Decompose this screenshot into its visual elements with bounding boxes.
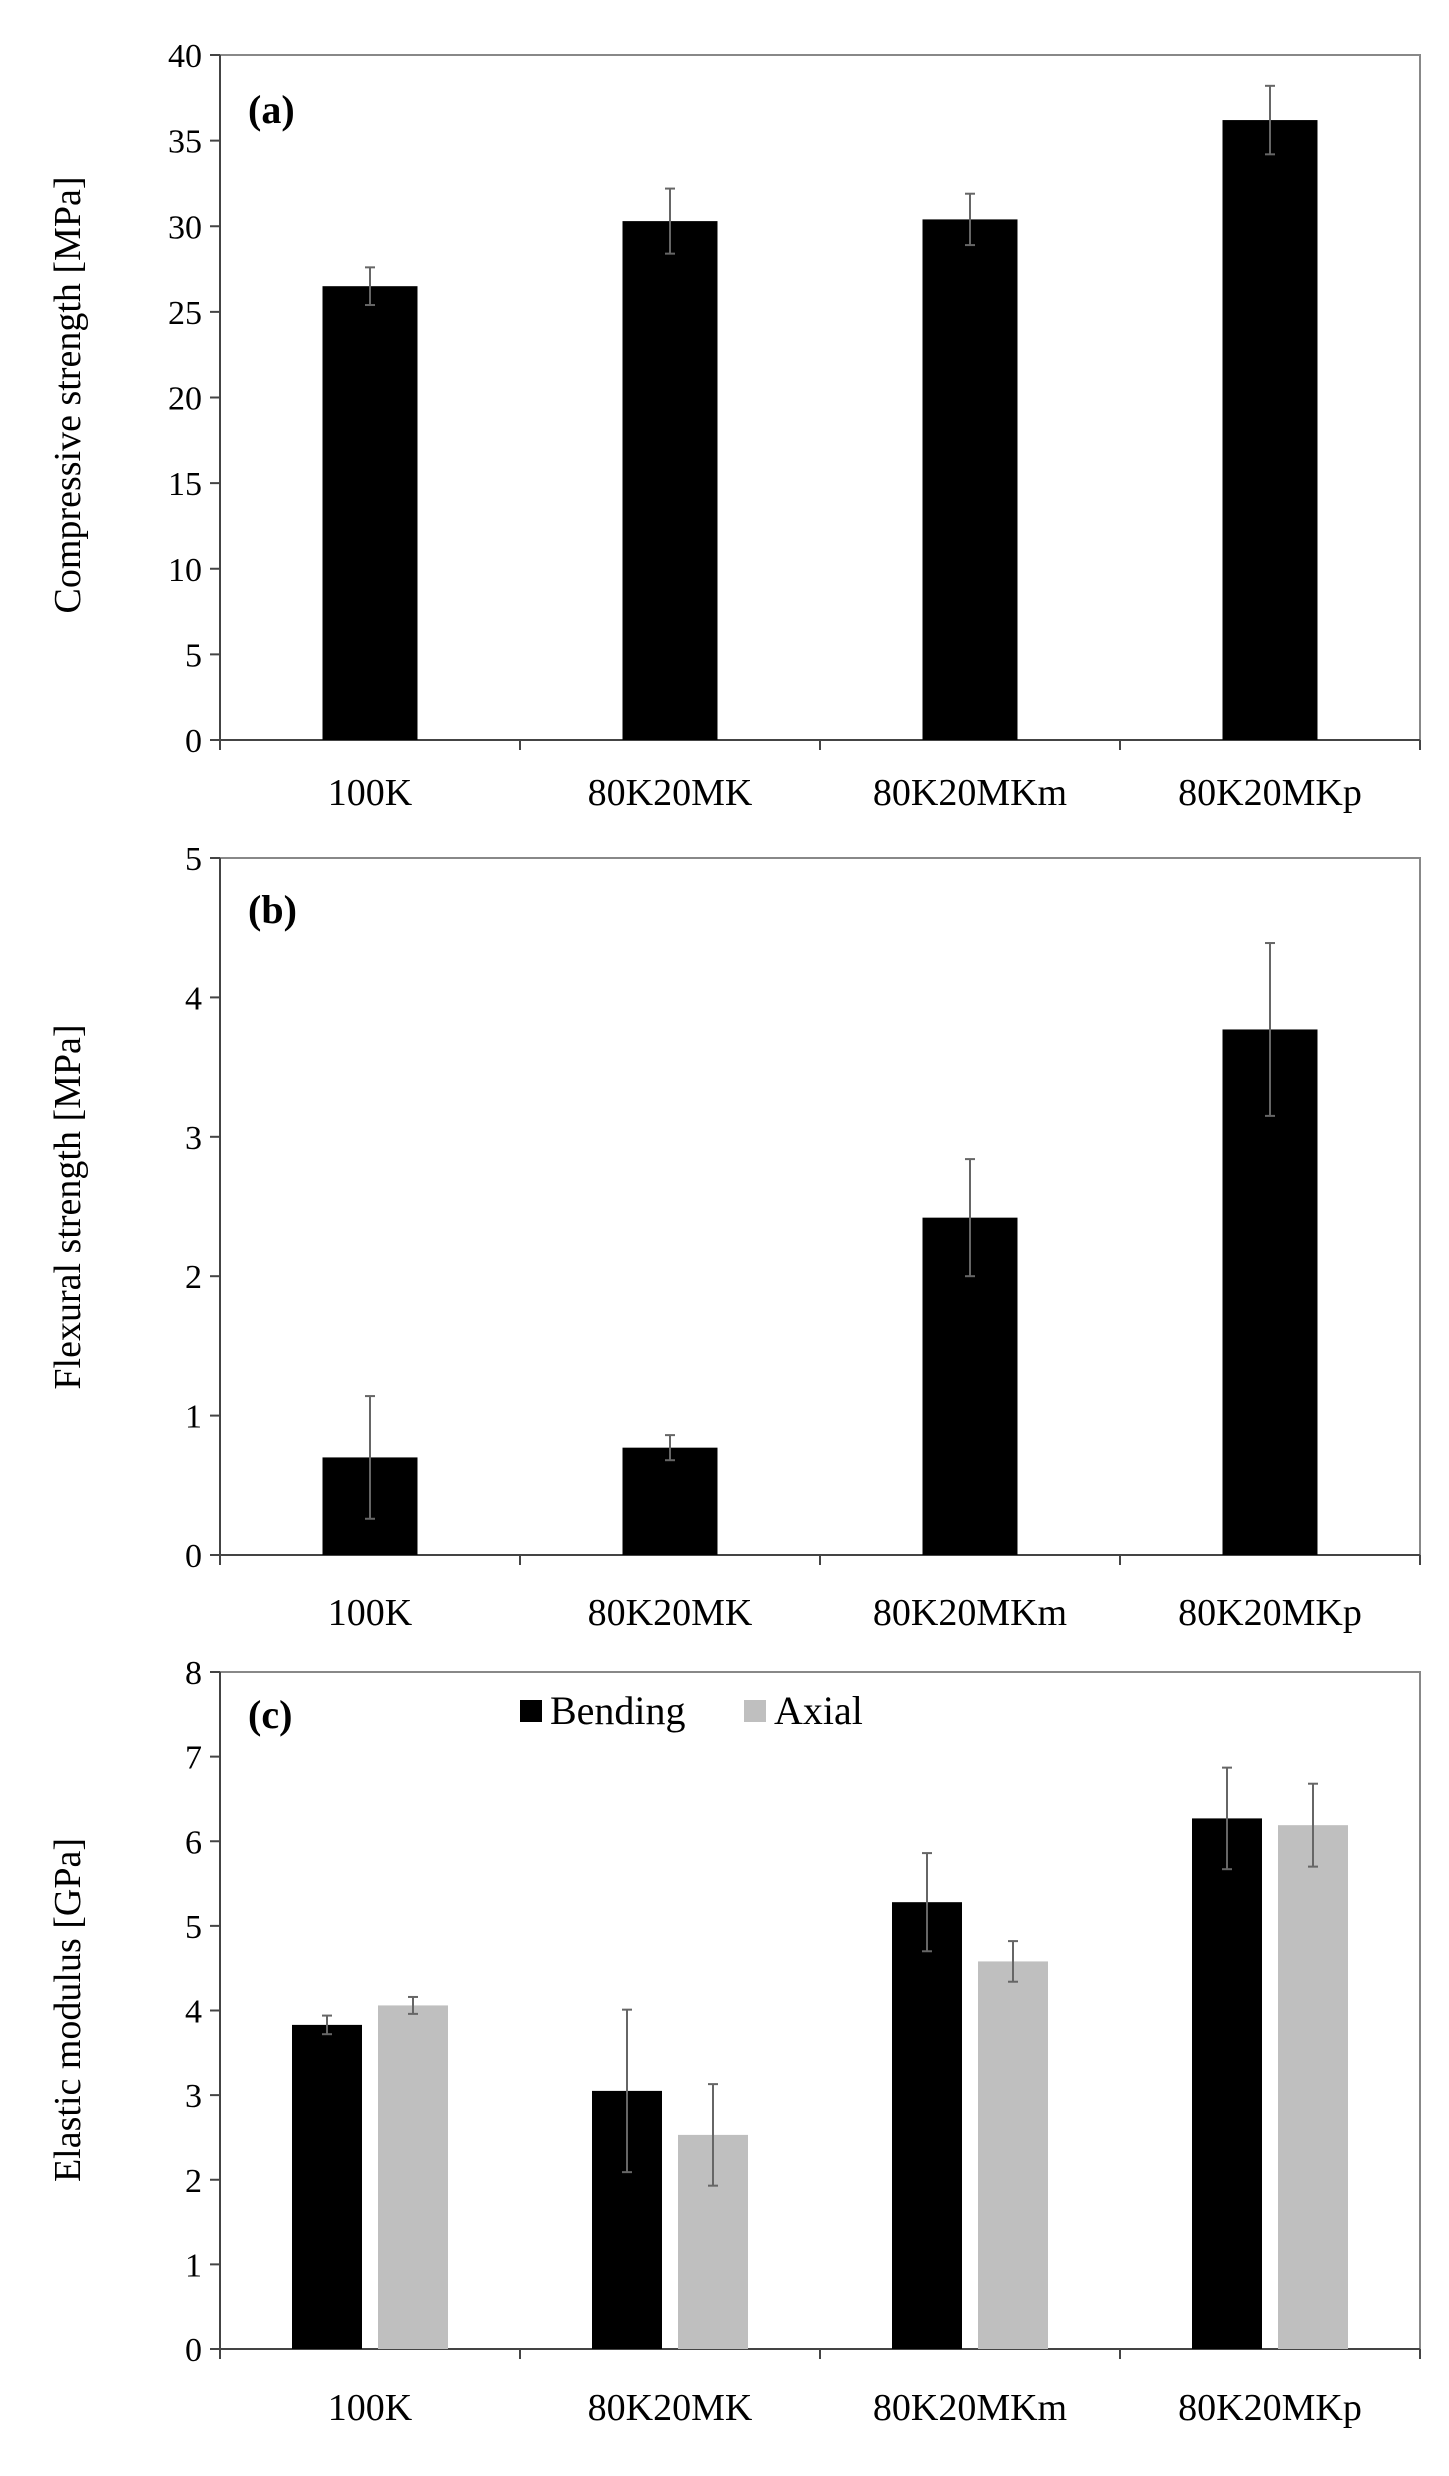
- y-axis-title: Elastic modulus [GPa]: [47, 1838, 89, 2182]
- y-tick-label: 25: [168, 295, 202, 332]
- x-category-label: 80K20MK: [588, 2387, 753, 2429]
- bar-axial-100k: [378, 2005, 448, 2349]
- bar-80k20mk: [622, 1447, 718, 1555]
- panel-label: (a): [248, 87, 295, 132]
- panel-label: (c): [248, 1692, 292, 1737]
- y-tick-label: 40: [168, 38, 202, 75]
- y-tick-label: 7: [185, 1740, 202, 1777]
- y-tick-label: 5: [185, 841, 202, 878]
- y-tick-label: 35: [168, 124, 202, 161]
- x-category-label: 80K20MK: [588, 772, 753, 814]
- bar-bending-80k20mkm: [892, 1902, 962, 2349]
- y-tick-label: 0: [185, 723, 202, 760]
- y-tick-label: 8: [185, 1655, 202, 1692]
- legend-swatch-bending: [520, 1700, 542, 1722]
- y-tick-label: 10: [168, 552, 202, 589]
- y-tick-label: 20: [168, 381, 202, 418]
- y-tick-label: 0: [185, 2332, 202, 2369]
- legend-swatch-axial: [744, 1700, 766, 1722]
- y-axis-title: Compressive strength [MPa]: [47, 177, 89, 614]
- y-tick-label: 5: [185, 1909, 202, 1946]
- y-tick-label: 4: [185, 980, 202, 1017]
- bar-80k20mkm: [922, 219, 1018, 740]
- y-axis-title: Flexural strength [MPa]: [47, 1024, 89, 1389]
- x-category-label: 80K20MKm: [873, 2387, 1067, 2429]
- y-tick-label: 4: [185, 1994, 202, 2031]
- legend: Bending Axial: [520, 1688, 863, 1733]
- bar-80k20mkp: [1222, 1029, 1318, 1555]
- y-tick-label: 2: [185, 1259, 202, 1296]
- bar-bending-80k20mkp: [1192, 1818, 1262, 2349]
- y-tick-label: 2: [185, 2163, 202, 2200]
- x-category-label: 100K: [328, 2387, 413, 2429]
- bar-80k20mk: [622, 221, 718, 741]
- chart-panel-c: 0 1 2 3 4 5 6 7 8 100K 80K20MK 80K20MKm 80K20MKp Elas…: [47, 1655, 1421, 2429]
- y-tick-label: 30: [168, 209, 202, 246]
- y-tick-label: 3: [185, 1120, 202, 1157]
- bar-100k: [322, 286, 418, 740]
- y-tick-label: 15: [168, 466, 202, 503]
- bar-axial-80k20mkp: [1278, 1825, 1348, 2349]
- y-tick-label: 6: [185, 1824, 202, 1861]
- x-category-label: 80K20MKp: [1178, 1592, 1362, 1634]
- chart-panel-b: 0 1 2 3 4 5 100K 80K20MK 80K20MKm 80K20MKp Flexura…: [47, 841, 1421, 1634]
- y-tick-label: 1: [185, 2247, 202, 2284]
- bar-axial-80k20mkm: [978, 1961, 1048, 2349]
- y-tick-label: 0: [185, 1538, 202, 1575]
- panel-label: (b): [248, 887, 297, 932]
- bar-80k20mkp: [1222, 120, 1318, 740]
- x-category-label: 100K: [328, 1592, 413, 1634]
- bar-bending-100k: [292, 2024, 362, 2349]
- x-category-label: 80K20MK: [588, 1592, 753, 1634]
- legend-label-bending: Bending: [550, 1688, 686, 1733]
- x-category-label: 80K20MKp: [1178, 2387, 1362, 2429]
- chart-panel-a: 0 5 10 15 20 25 30 35 40 100K 80K20MK 80K20MKm 80K20…: [47, 38, 1421, 814]
- x-category-label: 80K20MKm: [873, 1592, 1067, 1634]
- x-category-label: 80K20MKp: [1178, 772, 1362, 814]
- y-tick-label: 5: [185, 637, 202, 674]
- x-category-label: 80K20MKm: [873, 772, 1067, 814]
- y-tick-label: 1: [185, 1399, 202, 1436]
- legend-label-axial: Axial: [774, 1688, 863, 1733]
- x-category-label: 100K: [328, 772, 413, 814]
- y-tick-label: 3: [185, 2078, 202, 2115]
